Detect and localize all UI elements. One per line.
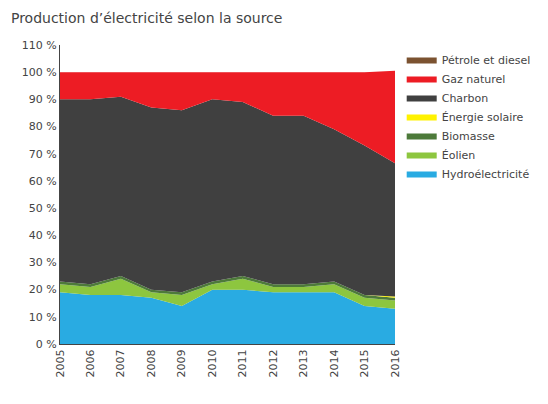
svg-text:2008: 2008 — [145, 349, 158, 377]
svg-text:Pétrole et diesel: Pétrole et diesel — [442, 54, 531, 67]
svg-text:2016: 2016 — [389, 349, 402, 377]
svg-text:2010: 2010 — [206, 349, 219, 377]
svg-text:20 %: 20 % — [29, 283, 57, 296]
svg-text:2007: 2007 — [114, 349, 127, 377]
svg-text:70 %: 70 % — [29, 148, 57, 161]
svg-text:Éolien: Éolien — [442, 149, 476, 162]
svg-text:90 %: 90 % — [29, 93, 57, 106]
svg-text:2006: 2006 — [84, 349, 97, 377]
svg-text:2005: 2005 — [54, 349, 67, 377]
svg-text:30 %: 30 % — [29, 256, 57, 269]
svg-text:2015: 2015 — [358, 349, 371, 377]
svg-text:Charbon: Charbon — [442, 92, 489, 105]
svg-text:Hydroélectricité: Hydroélectricité — [442, 168, 530, 181]
svg-text:60 %: 60 % — [29, 175, 57, 188]
svg-text:40 %: 40 % — [29, 229, 57, 242]
svg-text:Production d’électricité selon: Production d’électricité selon la source — [11, 10, 282, 26]
svg-text:Gaz naturel: Gaz naturel — [442, 73, 506, 86]
svg-text:10 %: 10 % — [29, 311, 57, 324]
svg-text:Énergie solaire: Énergie solaire — [442, 111, 524, 124]
svg-text:80 %: 80 % — [29, 120, 57, 133]
svg-text:Biomasse: Biomasse — [442, 130, 495, 143]
svg-text:2009: 2009 — [175, 349, 188, 377]
svg-text:2012: 2012 — [267, 349, 280, 377]
svg-text:2011: 2011 — [236, 349, 249, 377]
svg-text:100 %: 100 % — [22, 66, 57, 79]
svg-text:2014: 2014 — [328, 349, 341, 377]
svg-text:110 %: 110 % — [22, 39, 57, 52]
svg-text:2013: 2013 — [297, 349, 310, 377]
svg-text:0 %: 0 % — [36, 338, 57, 351]
svg-text:50 %: 50 % — [29, 202, 57, 215]
